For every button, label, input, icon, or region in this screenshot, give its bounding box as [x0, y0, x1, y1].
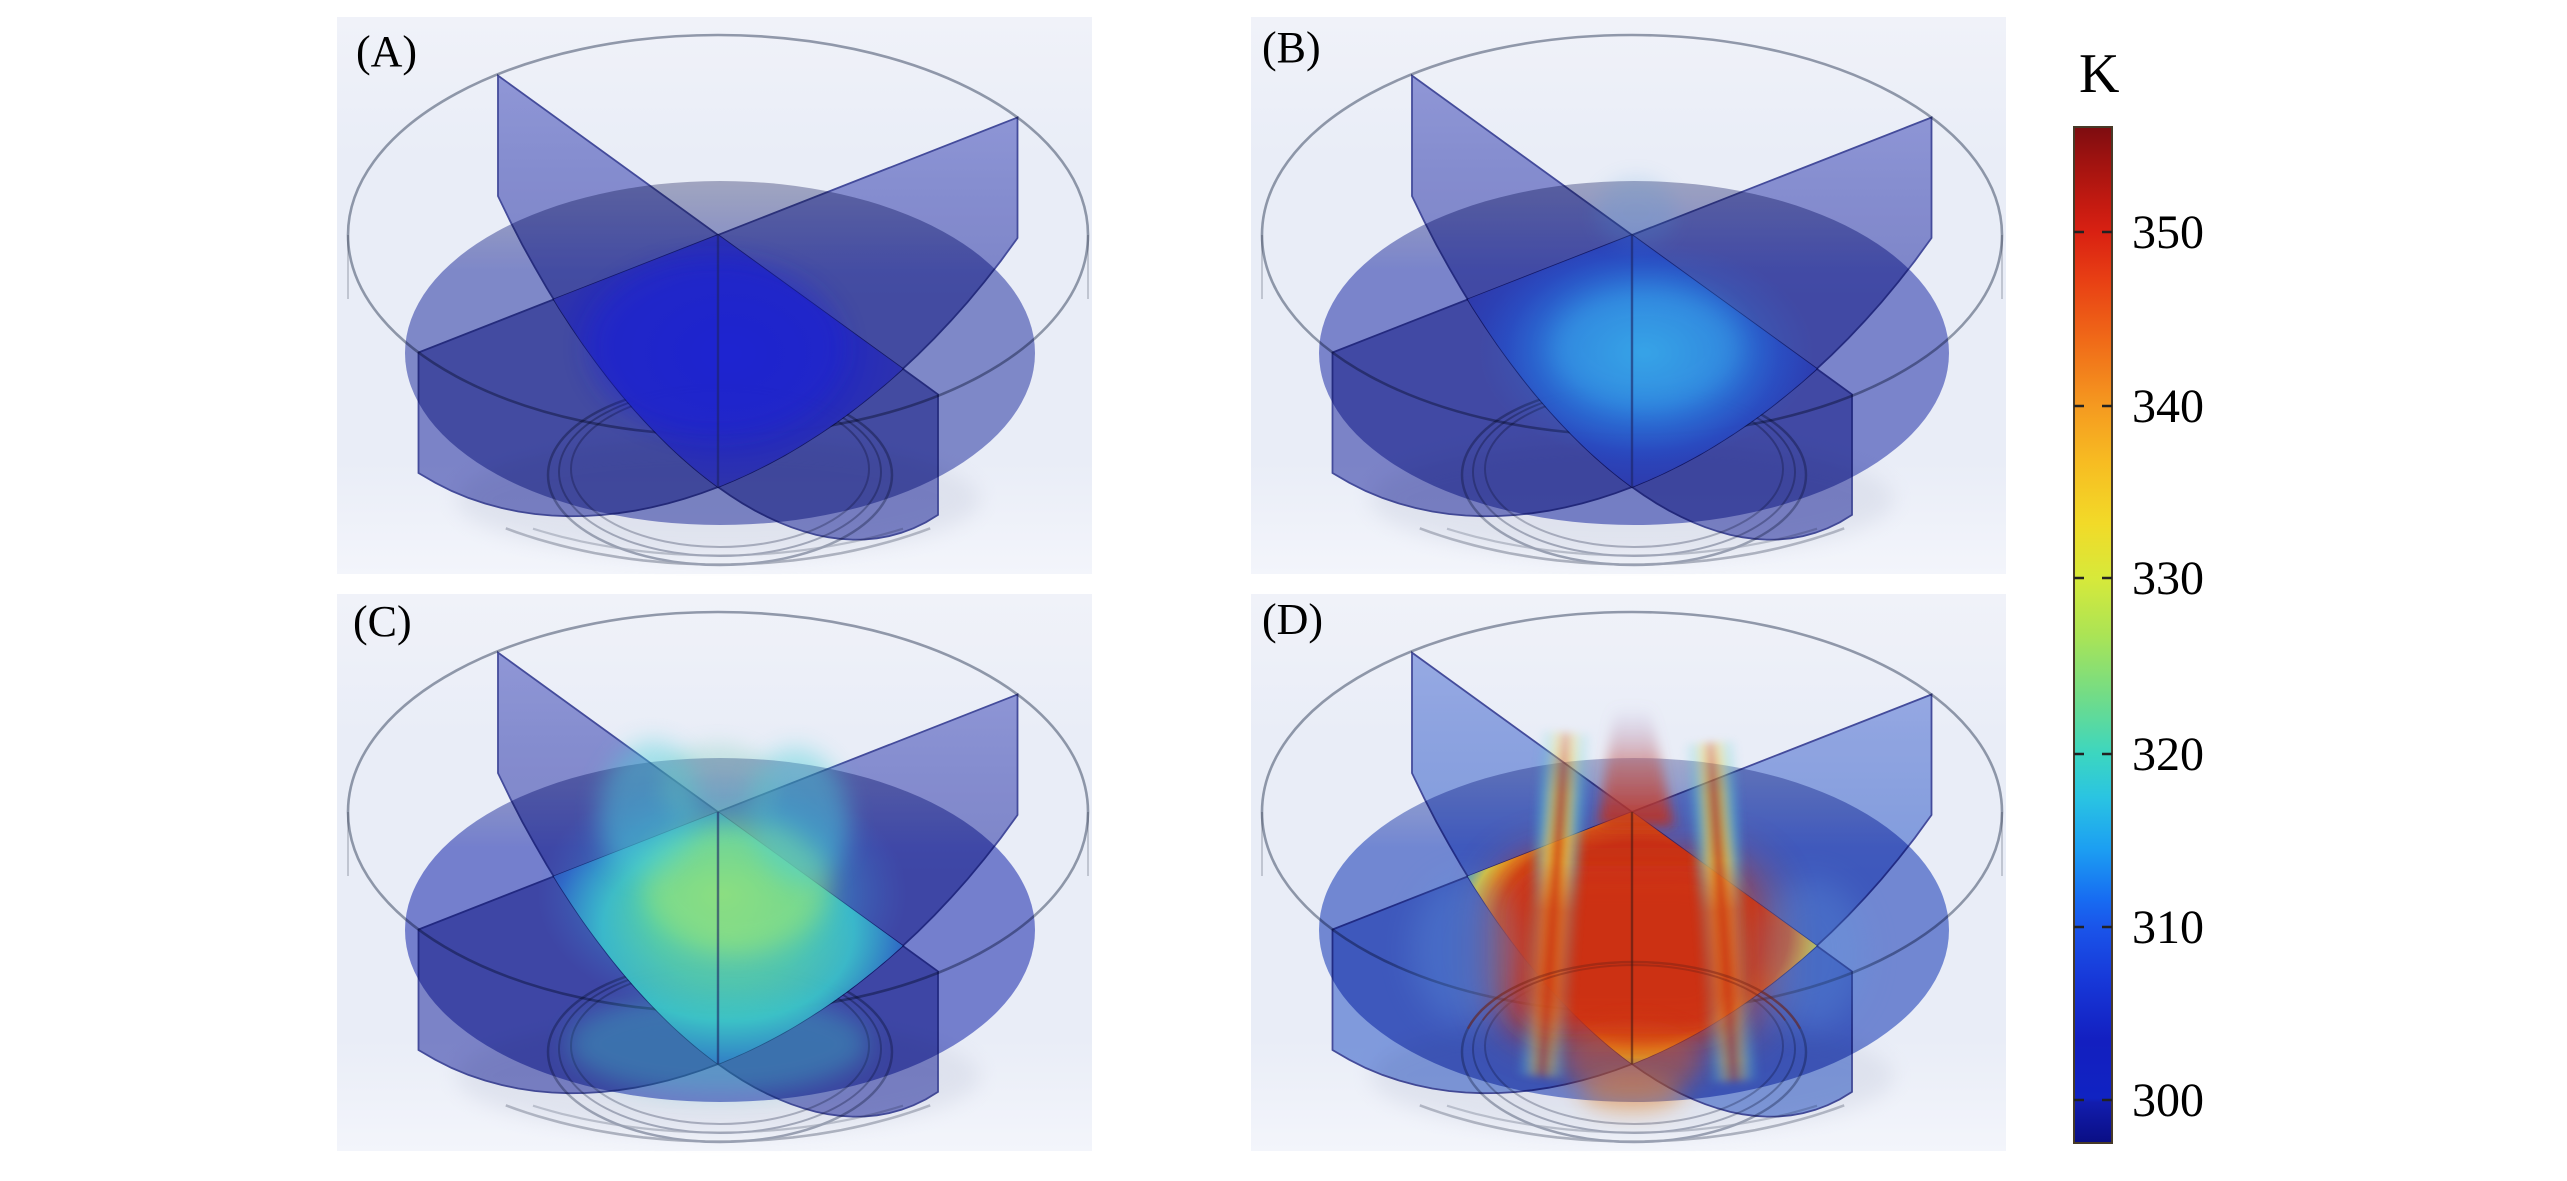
- svg-text:(D): (D): [1262, 595, 1323, 644]
- svg-text:(B): (B): [1262, 23, 1321, 72]
- svg-text:350: 350: [2132, 206, 2204, 259]
- svg-text:(C): (C): [353, 597, 412, 646]
- svg-text:330: 330: [2132, 552, 2204, 605]
- svg-text:300: 300: [2132, 1074, 2204, 1127]
- svg-text:310: 310: [2132, 901, 2204, 954]
- svg-text:K: K: [2079, 43, 2119, 105]
- svg-text:340: 340: [2132, 380, 2204, 433]
- svg-text:320: 320: [2132, 728, 2204, 781]
- svg-text:(A): (A): [356, 27, 417, 76]
